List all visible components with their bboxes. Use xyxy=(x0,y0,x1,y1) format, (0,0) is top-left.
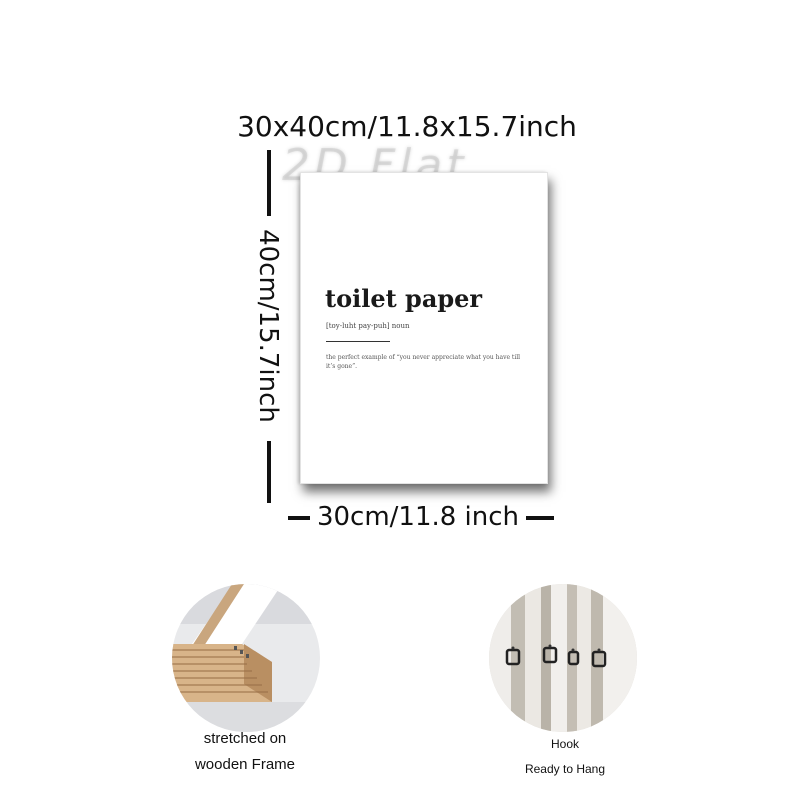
width-dimension-tick-left xyxy=(288,516,310,520)
hook-caption-line1: Hook xyxy=(550,737,579,751)
canvas-print-edge xyxy=(300,172,548,484)
hook-caption-line2: Ready to Hang xyxy=(524,762,606,776)
height-dimension-tick-top xyxy=(267,150,271,216)
height-dimension-tick-bottom xyxy=(267,441,271,503)
width-height-dimension-label: 30x40cm/11.8x15.7inch xyxy=(237,110,577,143)
height-dimension-label: 40cm/15.7inch xyxy=(253,229,283,423)
canvas-print xyxy=(300,172,548,484)
width-dimension-label: 30cm/11.8 inch xyxy=(316,502,520,532)
print-phonetic: [toy-luht pay-puh] noun xyxy=(326,322,410,330)
frame-caption-line2: wooden Frame xyxy=(194,756,296,773)
print-definition: the perfect example of “you never apprec… xyxy=(326,354,521,370)
hanging-hooks-icon xyxy=(489,584,637,732)
wooden-frame-corner-icon xyxy=(172,584,320,732)
print-title: toilet paper xyxy=(325,284,483,313)
frame-caption-line1: stretched on xyxy=(203,730,287,747)
print-divider xyxy=(326,341,390,342)
width-dimension-tick-right xyxy=(526,516,554,520)
